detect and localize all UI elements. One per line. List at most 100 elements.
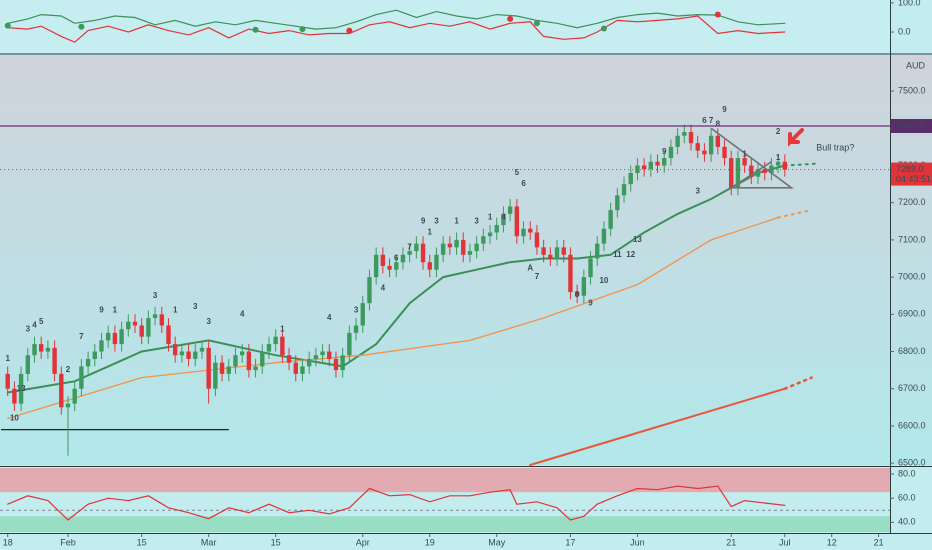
candle-body [440,243,446,255]
annotation-arrow [788,128,804,147]
candle-body [474,243,479,252]
candle-body [146,318,151,337]
candle-body [25,355,30,374]
td-count: 5 [39,317,44,326]
candle-body [199,347,205,352]
x-tick-label: 21 [726,537,736,547]
x-tick-label: May [488,537,506,547]
candle-body [481,236,486,244]
candle-body [119,329,124,345]
td-count: 2 [776,127,781,136]
candle-body [715,135,721,147]
td-count: 7 [79,332,84,341]
candle-body [239,351,245,356]
candle-body [306,358,312,367]
candle-body [152,314,158,319]
candle-body [367,277,372,304]
candle-body [615,195,620,211]
candle-body [769,165,774,173]
td-count: 3 [474,216,479,225]
indicator-line [7,9,786,30]
moving-average [529,387,786,466]
td-count: 4 [240,309,245,318]
candle-body [688,132,694,144]
candle-body [407,251,412,255]
candle-body [662,158,667,166]
candle-body [92,351,97,359]
countdown-label: 04:43:51 [896,174,931,184]
td-count: 9 [421,216,426,225]
candle-body [414,243,419,252]
td-count: 9 [99,306,104,315]
x-tick-label: Jun [630,537,645,547]
td-count: 10 [10,414,19,423]
candle-body [400,254,406,263]
candle-body [507,206,513,214]
td-count: 3 [193,302,198,311]
candle-body [521,228,526,237]
candle-body [588,258,593,278]
candle-body [99,340,104,352]
td-count: 9 [722,105,727,114]
rsi-band [0,468,890,493]
candle-body [494,225,499,233]
x-tick-label: Mar [201,537,217,547]
candle-body [601,228,607,244]
candle-body [749,165,754,177]
td-count: 1 [5,354,10,363]
signal-dot [346,27,353,34]
candle-body [360,303,365,326]
td-count: 4 [327,313,332,322]
candle-body [528,228,533,233]
oscillator-pane [0,0,890,53]
level-label: 7406.2 [896,120,924,130]
y-tick-label: 7500.0 [898,85,926,95]
candle-body [32,344,37,356]
x-tick-label: 21 [874,537,884,547]
td-count: 10 [599,276,608,285]
candle-body [501,213,506,226]
y-tick-label: 7200.0 [898,197,926,207]
candle-body [166,325,171,345]
candle-body [266,344,272,352]
candle-body [762,169,767,173]
candle-body [112,332,118,345]
y-tick-label: 100.0 [898,0,921,7]
signal-dot [78,23,85,30]
candle-body [742,158,747,166]
candle-body [52,347,57,374]
y-tick-label: 7100.0 [898,234,926,244]
signal-dot [600,25,607,32]
candle-body [735,158,741,188]
td-count: 3 [206,317,211,326]
td-count: 3 [354,306,359,315]
indicator-line [7,15,786,43]
candle-body [219,362,225,374]
td-count: 1 [113,306,118,315]
td-count: 8 [575,290,580,299]
candle-body [394,262,399,270]
moving-average [777,209,813,219]
td-count: 9 [588,298,593,307]
signal-dot [252,26,259,33]
candle-body [548,254,553,259]
td-count: 3 [695,187,700,196]
td-count: 1 [173,306,178,315]
x-tick-label: Feb [60,537,76,547]
candle-body [347,332,352,356]
td-count: 6 [394,254,399,263]
candle-body [487,232,493,237]
candle-body [226,366,231,374]
signal-dot [4,22,11,29]
td-count: 1 [742,149,747,158]
y-tick-label: 6800.0 [898,346,926,356]
td-count: 4 [381,283,386,292]
y-tick-label: 80.0 [898,468,916,478]
td-count: 1 [280,324,285,333]
candle-body [621,184,627,196]
td-count: 1 [488,213,493,222]
rsi-band [0,516,890,532]
td-count: 3 [153,291,158,300]
candle-body [427,262,432,270]
candle-body [105,332,111,341]
